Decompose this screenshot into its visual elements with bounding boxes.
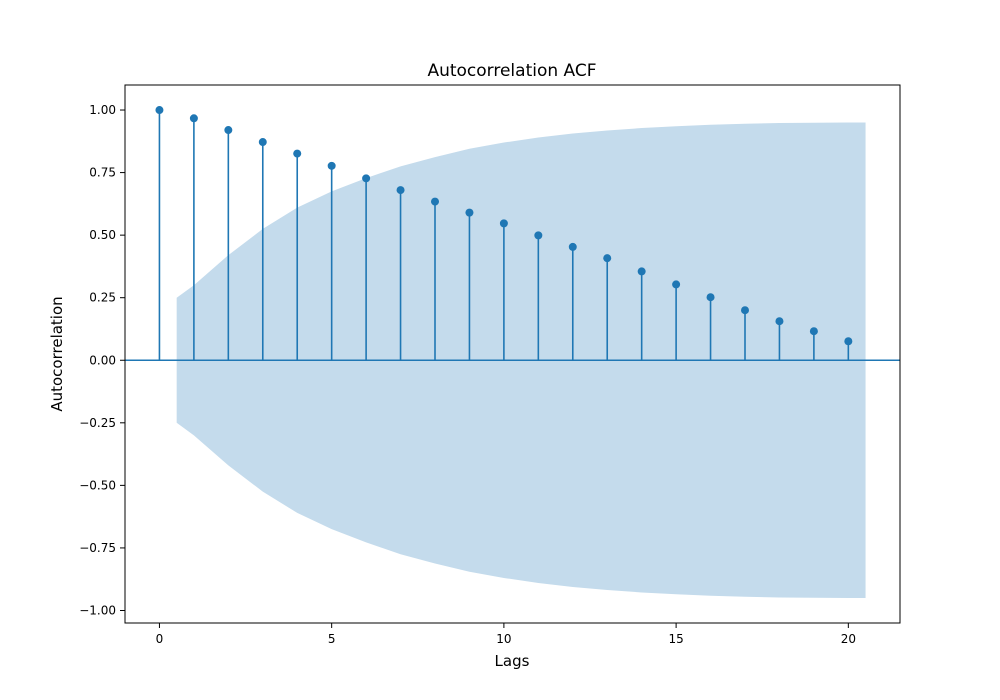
y-axis-label: Autocorrelation [48,296,66,411]
x-tick-label: 15 [668,632,683,646]
x-axis-label: Lags [495,652,530,670]
stem-marker [465,208,474,217]
stem-marker [499,219,508,228]
stem-marker [844,337,853,346]
stem-marker [327,161,336,170]
stem-marker [534,231,543,240]
x-tick-label: 0 [156,632,164,646]
stem-marker [396,186,405,195]
stem-marker [155,106,164,115]
y-tick-label: −1.00 [79,603,116,617]
stem-marker [362,174,371,183]
stem-marker [258,138,267,147]
x-tick-label: 20 [841,632,856,646]
y-tick-label: −0.75 [79,541,116,555]
y-tick-label: 0.75 [89,166,116,180]
axes-layer: 0 5 10 15 20 −1.00 −0.75 −0.50 −0.25 0.00 0.25 0.50… [79,84,901,646]
plot-frame [124,84,901,624]
stem-marker [775,317,784,326]
y-tick-label: 0.25 [89,291,116,305]
stem-marker [637,267,646,276]
x-tick-label: 5 [328,632,336,646]
chart-title: Autocorrelation ACF [427,61,596,81]
stem-layer [155,106,853,361]
y-tick-label: −0.50 [79,478,116,492]
stem-marker [603,254,612,263]
stem-marker [741,306,749,315]
stem-marker [809,327,818,336]
y-tick-label: 0.50 [89,228,116,242]
stem-marker [431,197,439,206]
stem-marker [293,149,302,158]
stem-marker [706,293,715,302]
stem-marker [189,114,198,123]
y-tick-label: −0.25 [79,416,116,430]
y-tick-label: 0.00 [89,353,116,367]
stem-marker [672,280,681,289]
stem-marker [568,242,577,251]
x-tick-label: 10 [496,632,511,646]
y-tick-label: 1.00 [89,103,116,117]
stem-marker [224,126,233,135]
